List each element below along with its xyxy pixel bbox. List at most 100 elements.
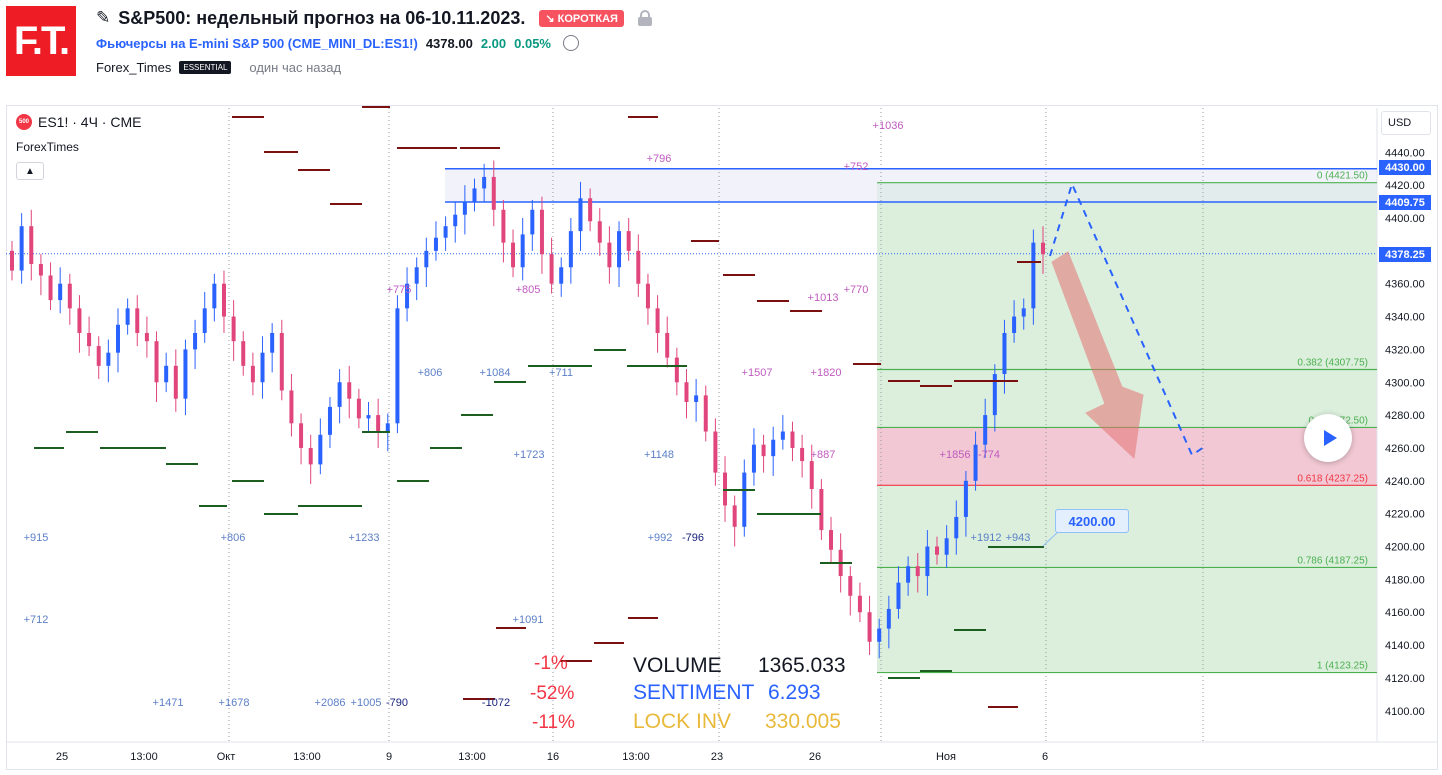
forex-times-logo[interactable]: F.T.	[6, 6, 76, 76]
candle-body-34	[337, 382, 342, 407]
y-tick-13: 4180.00	[1385, 574, 1425, 586]
candle-body-103	[1002, 332, 1007, 375]
candle-body-88	[857, 595, 862, 613]
candle-body-68	[665, 332, 670, 358]
x-tick-11: 6	[1042, 751, 1048, 763]
candle-body-13	[135, 308, 140, 333]
x-tick-0: 25	[56, 751, 68, 763]
candle-body-12	[125, 308, 130, 325]
short-badge: ↘ КОРОТКАЯ	[539, 9, 624, 27]
candle-body-95	[925, 546, 930, 577]
candle-body-47	[462, 201, 467, 215]
annotation-dark-0: -790	[386, 697, 408, 709]
candle-body-26	[260, 352, 265, 383]
price-tag-4409: 4409.75	[1379, 195, 1431, 210]
alarm-clock-icon[interactable]	[563, 35, 579, 51]
y-tick-1: 4420.00	[1385, 180, 1425, 192]
candle-body-72	[703, 395, 708, 432]
fib-label-4: 0.786 (4187.25)	[1297, 555, 1368, 566]
candle-body-25	[250, 365, 255, 383]
play-button[interactable]	[1304, 414, 1352, 462]
candle-body-9	[96, 346, 101, 366]
annotation-blue-0: +915	[24, 532, 49, 544]
legend-indicator[interactable]: ForexTimes	[16, 140, 79, 154]
candle-body-76	[742, 472, 747, 527]
candle-body-97	[944, 538, 949, 555]
resistance-box	[445, 168, 1377, 202]
fib-label-0: 0 (4421.50)	[1317, 171, 1368, 182]
published-time: один час назад	[249, 60, 342, 75]
candle-body-31	[308, 447, 313, 465]
annotation-dark-2: -796	[682, 532, 704, 544]
y-tick-16: 4120.00	[1385, 673, 1425, 685]
chart-frame[interactable]	[6, 105, 1438, 770]
candle-body-63	[617, 231, 622, 268]
candle-body-22	[221, 283, 226, 317]
chart-legend[interactable]: 500 ES1! · 4Ч · CME	[16, 114, 141, 130]
candle-body-107	[1041, 242, 1045, 255]
candle-body-35	[347, 382, 352, 399]
forecast-path	[1049, 181, 1205, 457]
candle-body-56	[549, 254, 554, 284]
candle-body-52	[511, 242, 516, 268]
y-tick-5: 4340.00	[1385, 312, 1425, 324]
candle-body-45	[443, 226, 448, 238]
candle-body-102	[992, 374, 997, 416]
chevron-up-icon[interactable]: ▲	[16, 162, 44, 180]
annotation-blue-13: +1148	[644, 449, 674, 461]
candle-body-21	[212, 283, 217, 309]
annotation-pink-7: +1507	[742, 367, 773, 379]
sentiment-value: 6.293	[768, 681, 821, 704]
annotation-pink-4: +805	[516, 284, 541, 296]
candle-body-37	[366, 415, 371, 419]
annotation-pink-5: +1013	[808, 292, 839, 304]
y-tick-7: 4300.00	[1385, 377, 1425, 389]
annotation-blue-11: +711	[549, 367, 573, 379]
x-tick-10: Ноя	[936, 751, 956, 763]
candle-body-46	[453, 214, 458, 227]
annotation-pink-1: +796	[647, 153, 672, 165]
candle-body-85	[829, 530, 834, 550]
candle-body-78	[761, 444, 766, 457]
price-tag-last: 4378.25	[1379, 247, 1431, 262]
annotation-dark-1: -1072	[482, 697, 510, 709]
author-row: Forex_Times ESSENTIAL один час назад	[96, 60, 341, 75]
candle-body-83	[809, 461, 814, 490]
candle-body-14	[144, 332, 149, 342]
candle-body-19	[193, 332, 198, 350]
candle-body-28	[279, 332, 284, 391]
y-tick-17: 4100.00	[1385, 706, 1425, 718]
candle-body-3	[38, 263, 43, 276]
symbol-row: Фьючерсы на E-mini S&P 500 (CME_MINI_DL:…	[96, 35, 579, 51]
annotation-pink-6: +770	[844, 284, 869, 296]
author-name[interactable]: Forex_Times	[96, 60, 172, 75]
candle-body-64	[626, 231, 631, 251]
candle-body-105	[1021, 308, 1026, 317]
annotation-blue-6: +2086	[315, 697, 346, 709]
candle-body-92	[896, 582, 901, 609]
candle-body-84	[819, 489, 824, 531]
candle-body-30	[299, 423, 304, 448]
candle-body-40	[395, 308, 400, 424]
candle-body-89	[867, 612, 872, 642]
candle-body-4	[48, 275, 53, 301]
lockinv-value: 330.005	[765, 710, 841, 733]
candle-body-29	[289, 390, 294, 424]
annotation-blue-4: +1471	[153, 697, 184, 709]
candle-body-70	[684, 382, 689, 402]
candle-body-54	[530, 209, 535, 235]
candle-body-62	[607, 242, 612, 268]
candle-body-94	[915, 566, 920, 577]
candle-body-65	[636, 250, 641, 284]
pct-value-1: -1%	[534, 653, 568, 674]
candle-body-81	[790, 431, 795, 448]
annotation-pink-0: +1036	[873, 120, 904, 132]
currency-button[interactable]: USD	[1381, 111, 1431, 135]
candle-body-6	[67, 283, 72, 309]
candle-body-20	[202, 308, 207, 333]
y-tick-0: 4440.00	[1385, 147, 1425, 159]
symbol-link[interactable]: Фьючерсы на E-mini S&P 500 (CME_MINI_DL:…	[96, 35, 418, 51]
candle-body-32	[318, 434, 323, 465]
annotation-blue-1: +712	[24, 614, 49, 626]
